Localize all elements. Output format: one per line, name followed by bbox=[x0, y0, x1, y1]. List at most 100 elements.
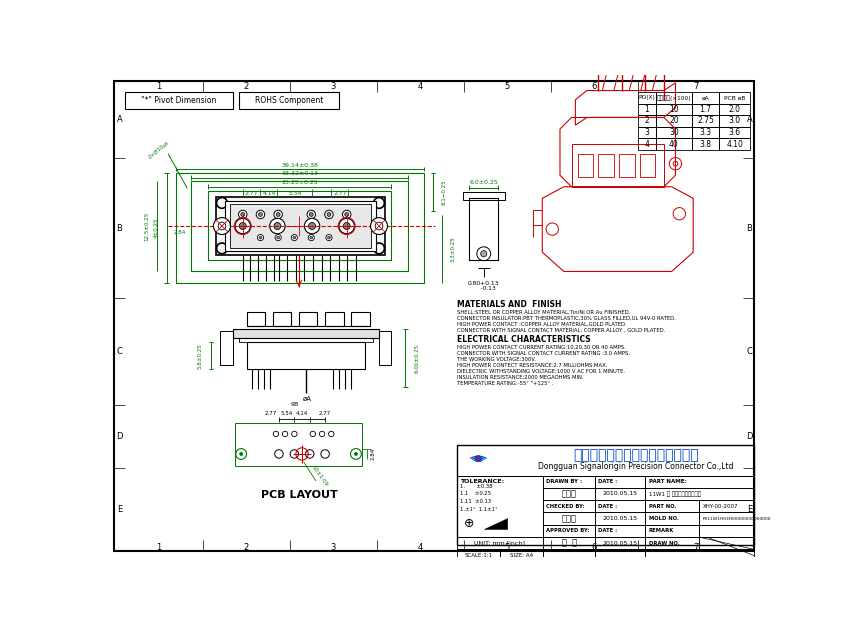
Text: A: A bbox=[117, 115, 123, 125]
Circle shape bbox=[327, 213, 331, 217]
Circle shape bbox=[274, 449, 283, 458]
Circle shape bbox=[217, 198, 227, 208]
Text: APPROVED BY:: APPROVED BY: bbox=[546, 528, 590, 533]
Text: CHECKED BY:: CHECKED BY: bbox=[546, 504, 584, 509]
Circle shape bbox=[345, 213, 349, 217]
Circle shape bbox=[339, 218, 354, 233]
Text: 1.±1°  1.1±1°: 1.±1° 1.1±1° bbox=[460, 507, 497, 512]
Text: MOLD NO.: MOLD NO. bbox=[649, 516, 678, 521]
Text: CONNECTOR WITH SIGNAL CONTACT CURRENT RATING :3.0 AMPS.: CONNECTOR WITH SIGNAL CONTACT CURRENT RA… bbox=[457, 351, 630, 356]
Text: 11W1 公 电流直插式传统插合: 11W1 公 电流直插式传统插合 bbox=[649, 491, 700, 497]
Text: 25.25±0.25: 25.25±0.25 bbox=[281, 180, 318, 185]
Bar bbox=[595, 525, 645, 537]
Circle shape bbox=[241, 213, 245, 217]
Bar bbox=[216, 197, 385, 255]
Bar bbox=[543, 500, 595, 513]
Circle shape bbox=[235, 218, 251, 233]
Text: 5: 5 bbox=[505, 82, 510, 91]
Text: B: B bbox=[746, 224, 752, 233]
Text: 3.6: 3.6 bbox=[728, 128, 741, 137]
Bar bbox=[595, 488, 645, 500]
Text: 2010.05.15: 2010.05.15 bbox=[603, 516, 638, 521]
Text: PCB LAYOUT: PCB LAYOUT bbox=[261, 490, 337, 500]
Bar bbox=[543, 537, 595, 550]
Text: D: D bbox=[116, 432, 123, 441]
Text: 3: 3 bbox=[330, 543, 336, 552]
Text: 2.75: 2.75 bbox=[697, 116, 714, 125]
Text: C: C bbox=[746, 347, 752, 356]
Circle shape bbox=[239, 210, 247, 218]
Bar bbox=[645, 513, 700, 525]
Text: 4: 4 bbox=[418, 82, 423, 91]
Circle shape bbox=[274, 210, 282, 218]
Circle shape bbox=[293, 236, 296, 239]
Text: PART NAME:: PART NAME: bbox=[649, 479, 686, 484]
Bar bbox=[638, 92, 656, 104]
Bar bbox=[457, 476, 543, 537]
Circle shape bbox=[475, 456, 481, 461]
Bar bbox=[719, 138, 750, 150]
Bar bbox=[719, 92, 750, 104]
Text: DIELECTRIC WITHSTANDING VOLTAGE:1000 V AC FOR 1 MINUTE.: DIELECTRIC WITHSTANDING VOLTAGE:1000 V A… bbox=[457, 369, 625, 374]
Text: PO(X): PO(X) bbox=[639, 95, 656, 100]
Circle shape bbox=[324, 210, 333, 218]
Circle shape bbox=[273, 431, 279, 437]
Text: 2.84: 2.84 bbox=[370, 448, 375, 460]
Bar bbox=[543, 550, 595, 562]
Circle shape bbox=[306, 449, 314, 458]
Bar bbox=[692, 126, 719, 138]
Text: THE WORKING VOLTAGE:300V.: THE WORKING VOLTAGE:300V. bbox=[457, 357, 535, 362]
Bar bbox=[719, 115, 750, 126]
Text: 1.       ±0.38: 1. ±0.38 bbox=[460, 484, 492, 489]
Bar bbox=[700, 537, 754, 550]
Bar bbox=[595, 476, 645, 488]
Circle shape bbox=[371, 218, 388, 235]
Bar bbox=[645, 500, 700, 513]
Text: 40: 40 bbox=[669, 140, 678, 148]
Bar bbox=[645, 525, 700, 537]
Text: 33.32±0.13: 33.32±0.13 bbox=[281, 171, 318, 176]
Text: 2.84: 2.84 bbox=[174, 230, 185, 235]
Circle shape bbox=[477, 247, 490, 260]
Text: 2.77: 2.77 bbox=[319, 411, 331, 416]
Text: 6: 6 bbox=[591, 82, 597, 91]
Bar bbox=[700, 500, 754, 513]
Polygon shape bbox=[484, 518, 507, 530]
Text: 1.7: 1.7 bbox=[700, 105, 711, 114]
Text: 1: 1 bbox=[156, 82, 161, 91]
Text: 5: 5 bbox=[505, 543, 510, 552]
Circle shape bbox=[310, 431, 316, 437]
Text: ⊕: ⊕ bbox=[464, 516, 474, 530]
Text: PCB øB: PCB øB bbox=[724, 95, 745, 100]
Text: 1: 1 bbox=[156, 543, 161, 552]
Circle shape bbox=[328, 236, 330, 239]
Bar bbox=[379, 331, 391, 366]
Text: HIGH POWER CONTACT CURRENT RATING:10,20,30 OR 40 AMPS.: HIGH POWER CONTACT CURRENT RATING:10,20,… bbox=[457, 344, 626, 349]
Circle shape bbox=[342, 210, 351, 218]
Bar bbox=[692, 92, 719, 104]
Text: 3: 3 bbox=[645, 128, 650, 137]
Text: 2.77: 2.77 bbox=[265, 411, 277, 416]
Circle shape bbox=[477, 458, 479, 459]
Text: 10±1.09: 10±1.09 bbox=[310, 464, 328, 487]
Text: XHY-00-2007: XHY-00-2007 bbox=[702, 504, 738, 509]
Bar bbox=[176, 173, 424, 283]
Circle shape bbox=[269, 218, 285, 233]
Text: 2: 2 bbox=[645, 116, 650, 125]
Text: A: A bbox=[746, 115, 752, 125]
Text: 2: 2 bbox=[244, 543, 249, 552]
Text: Dongguan Signalorigin Precision Connector Co.,Ltd: Dongguan Signalorigin Precision Connecto… bbox=[539, 462, 734, 471]
Circle shape bbox=[277, 236, 280, 239]
Text: 2010.05.15: 2010.05.15 bbox=[603, 491, 638, 496]
Bar bbox=[543, 476, 595, 488]
Bar bbox=[469, 198, 498, 260]
Text: INSULATION RESISTANCE:2000 MEGAOHMS MIN.: INSULATION RESISTANCE:2000 MEGAOHMS MIN. bbox=[457, 375, 584, 380]
Text: 30: 30 bbox=[669, 128, 678, 137]
Circle shape bbox=[343, 223, 350, 230]
Bar bbox=[692, 138, 719, 150]
Text: HIGH POWER CONTACT :COPPER ALLOY MATERIAL,GOLD PLATED.: HIGH POWER CONTACT :COPPER ALLOY MATERIA… bbox=[457, 322, 627, 327]
Bar bbox=[543, 488, 595, 500]
Text: D: D bbox=[746, 432, 753, 441]
Bar bbox=[595, 550, 645, 562]
Text: 7: 7 bbox=[693, 82, 699, 91]
